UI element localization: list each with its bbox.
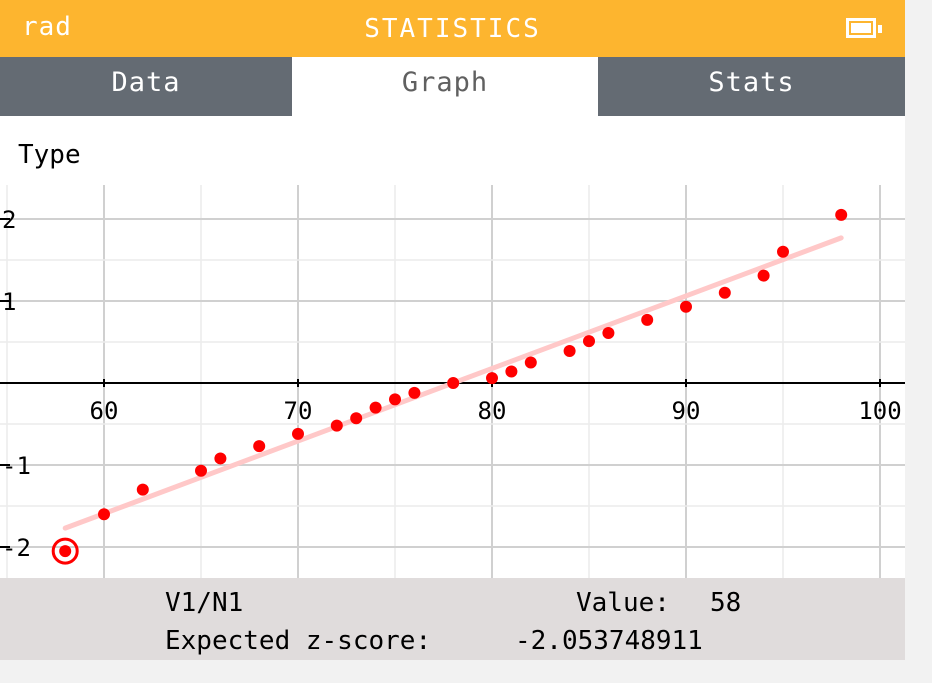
selection-ring (51, 537, 79, 565)
data-point (835, 208, 848, 221)
x-tick-label: 90 (672, 397, 701, 425)
y-tick-label: -1 (2, 452, 31, 480)
data-point (369, 401, 382, 414)
data-point (757, 269, 770, 282)
tick-labels: 60 70 80 90 100 -2 -1 1 2 (2, 206, 902, 562)
data-point (718, 286, 731, 299)
selected-point-cursor (51, 537, 79, 565)
x-tick-label: 60 (90, 397, 119, 425)
app-title: STATISTICS (364, 14, 541, 44)
y-tick-label: 1 (2, 288, 16, 316)
data-point (59, 545, 72, 558)
data-point (330, 419, 343, 432)
z-score-label: Expected z-score: (165, 626, 432, 656)
normal-probability-plot[interactable]: 60 70 80 90 100 -2 -1 1 2 (0, 185, 905, 578)
x-tick-label: 70 (284, 397, 313, 425)
battery-full-icon (846, 18, 882, 38)
data-point (389, 393, 401, 406)
data-point (641, 313, 654, 326)
data-point (680, 300, 692, 313)
data-point (447, 377, 460, 389)
data-point (195, 464, 207, 477)
z-score-readout: -2.053748911 (515, 626, 703, 656)
angle-mode-indicator: rad (22, 12, 72, 42)
data-point (408, 386, 421, 399)
data-point (98, 508, 110, 521)
data-point (524, 356, 537, 369)
data-point (486, 372, 498, 385)
data-point (136, 483, 149, 496)
info-banner: V1/N1 Value: 58 Expected z-score: -2.053… (0, 578, 905, 660)
data-point (292, 427, 304, 440)
calculator-screen: rad STATISTICS Data Graph Stats Type 60 7… (0, 0, 905, 660)
data-point (253, 440, 266, 453)
y-tick-label: -2 (2, 534, 31, 562)
data-point (602, 326, 615, 339)
x-tick-label: 80 (478, 397, 507, 425)
value-readout: 58 (710, 588, 742, 618)
status-bar: rad STATISTICS (0, 0, 905, 57)
y-tick-label: 2 (2, 206, 16, 234)
tab-stats[interactable]: Stats (708, 67, 795, 98)
tab-data[interactable]: Data (111, 67, 181, 98)
data-point (563, 345, 576, 358)
series-label: V1/N1 (165, 588, 244, 618)
data-point (214, 452, 227, 465)
tab-bar: Data Graph Stats (0, 57, 905, 116)
value-label: Value: (576, 588, 670, 618)
graph-type-label[interactable]: Type (18, 140, 81, 170)
x-tick-label: 100 (858, 397, 901, 425)
tab-graph[interactable]: Graph (292, 57, 598, 116)
data-point (350, 412, 363, 425)
data-point (583, 335, 595, 348)
data-points (59, 208, 848, 558)
data-point (505, 365, 518, 378)
data-point (777, 245, 789, 258)
